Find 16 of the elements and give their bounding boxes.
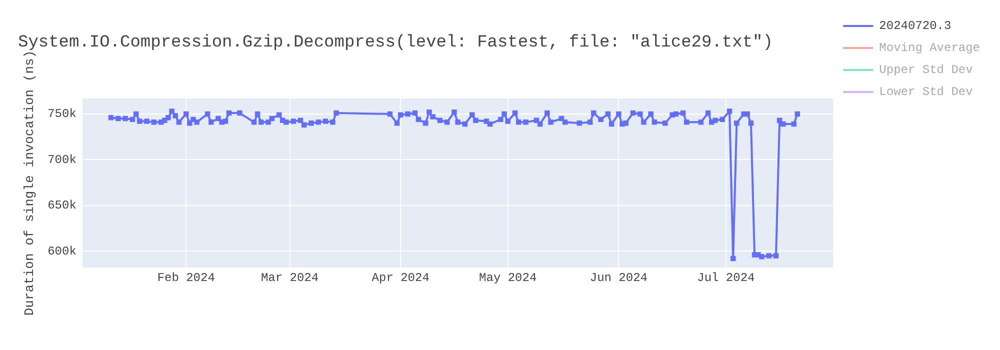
- y-tick-label: 650k: [48, 198, 76, 213]
- y-axis-title: Duration of single invocation (ns): [22, 50, 38, 316]
- legend-label: 20240720.3: [879, 19, 952, 34]
- x-tick-label: Feb 2024: [157, 270, 215, 285]
- y-tick-label: 700k: [48, 152, 76, 167]
- chart-title: System.IO.Compression.Gzip.Decompress(level: Fastest, file: "alice29.txt"): [18, 34, 773, 53]
- x-tick-label: Mar 2024: [260, 270, 319, 285]
- x-tick-label: Apr 2024: [372, 270, 430, 285]
- y-tick-label: 600k: [48, 244, 76, 258]
- legend-label: Lower Std Dev: [879, 85, 973, 100]
- x-tick-label: Jul 2024: [697, 270, 755, 285]
- y-tick-label: 750k: [48, 107, 76, 122]
- legend-label: Upper Std Dev: [879, 63, 973, 78]
- legend-label: Moving Average: [879, 41, 980, 56]
- x-tick-label: May 2024: [479, 270, 537, 285]
- x-tick-label: Jun 2024: [590, 270, 648, 285]
